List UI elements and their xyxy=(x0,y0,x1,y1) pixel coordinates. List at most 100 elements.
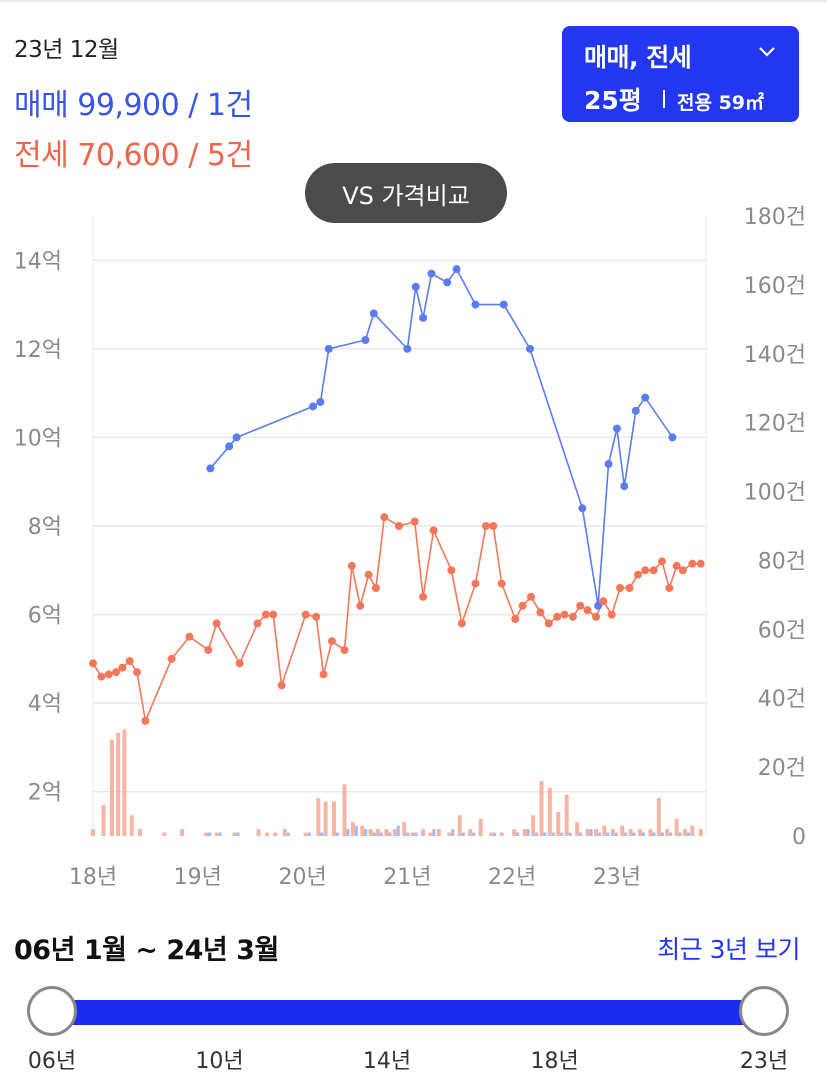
point-jeonse xyxy=(419,592,428,601)
slider-start-handle[interactable] xyxy=(27,986,77,1036)
volume-bar-sale xyxy=(560,832,564,836)
trade-type-label: 매매, 전세 xyxy=(584,43,692,72)
volume-bar-sale xyxy=(669,832,673,836)
y-right-tick: 0 xyxy=(792,825,806,850)
point-jeonse xyxy=(481,522,490,530)
volume-bar-sale xyxy=(388,832,392,836)
point-jeonse xyxy=(576,601,585,610)
point-jeonse xyxy=(633,570,642,579)
volume-bar-sale xyxy=(579,832,583,836)
volume-bar-jeonse xyxy=(468,829,473,836)
volume-bar-sale xyxy=(632,832,636,836)
volume-bar-sale xyxy=(307,832,311,836)
point-sale xyxy=(403,344,412,353)
volume-bar-jeonse xyxy=(129,815,134,836)
volume-bar-sale xyxy=(432,829,436,836)
y-right-tick: 120건 xyxy=(744,412,806,437)
axis-ticks: 2억 4억 6억 8억 10억 12억 14억 0 20건 40건 60건 80건 100건 120건 14… xyxy=(14,205,806,890)
trade-type-selector[interactable]: 매매, 전세 25평 전용 59㎡ xyxy=(562,26,799,122)
volume-bar-jeonse xyxy=(674,818,679,836)
vs-compare-button[interactable]: VS 가격비교 xyxy=(305,163,507,223)
point-sale xyxy=(578,504,587,513)
top-divider xyxy=(0,0,827,2)
price-points xyxy=(89,265,705,725)
y-left-tick: 4억 xyxy=(28,692,62,717)
y-left-tick: 12억 xyxy=(14,338,62,363)
point-jeonse xyxy=(616,584,625,592)
volume-bar-sale xyxy=(472,832,476,836)
volume-bar-sale xyxy=(354,825,358,836)
volume-bar-jeonse xyxy=(138,829,143,836)
y-left-tick: 10억 xyxy=(14,426,62,451)
volume-bar-sale xyxy=(652,832,656,836)
volume-bar-jeonse xyxy=(162,832,167,836)
point-jeonse xyxy=(253,619,262,628)
y-left-tick: 6억 xyxy=(28,604,62,629)
y-right-tick: 40건 xyxy=(758,687,806,712)
point-jeonse xyxy=(89,659,97,668)
point-jeonse xyxy=(591,612,600,621)
point-jeonse xyxy=(447,566,456,575)
point-jeonse xyxy=(277,681,286,690)
recent-3-years-link[interactable]: 최근 3년 보기 xyxy=(657,935,800,964)
volume-bar-sale xyxy=(687,832,691,836)
x-tick: 20년 xyxy=(278,865,326,890)
volume-bar-jeonse xyxy=(637,829,642,836)
point-jeonse xyxy=(261,610,270,619)
volume-bar-sale xyxy=(218,832,222,836)
point-sale xyxy=(620,482,629,491)
point-jeonse xyxy=(568,612,577,621)
point-sale xyxy=(641,393,650,402)
volume-bar-sale xyxy=(208,832,212,836)
volume-bar-jeonse xyxy=(350,822,355,836)
volume-bar-sale xyxy=(551,832,555,836)
volume-bar-jeonse xyxy=(489,832,494,836)
volume-bar-sale xyxy=(461,832,465,836)
volume-bar-jeonse xyxy=(232,832,237,836)
point-sale xyxy=(361,336,370,344)
volume-bar-sale xyxy=(414,832,418,836)
volume-bar-jeonse xyxy=(421,829,426,836)
summary-sale-price: 매매 99,900 / 1건 xyxy=(14,88,253,123)
price-summary: 23년 12월 매매 99,900 / 1건 전세 70,600 / 5건 xyxy=(14,30,253,173)
volume-bar-jeonse xyxy=(698,829,703,836)
point-jeonse xyxy=(696,559,705,568)
volume-bar-jeonse xyxy=(447,832,452,836)
volume-bar-sale xyxy=(678,832,682,836)
point-jeonse xyxy=(269,610,278,619)
period-slider-track[interactable] xyxy=(52,1000,764,1025)
point-jeonse xyxy=(356,601,365,610)
point-sale xyxy=(324,344,333,353)
price-chart: 2억 4억 6억 8억 10억 12억 14억 0 20건 40건 60건 80건 100건 120건 14… xyxy=(14,205,806,890)
point-sale xyxy=(309,402,318,411)
point-jeonse xyxy=(347,561,356,570)
slider-tick-label: 18년 xyxy=(530,1049,579,1074)
volume-bar-sale xyxy=(320,832,324,836)
chevron-down-icon xyxy=(759,47,775,57)
volume-bar-jeonse xyxy=(282,829,287,836)
point-jeonse xyxy=(625,584,634,592)
volume-bar-jeonse xyxy=(683,829,688,836)
y-left-tick: 14억 xyxy=(14,249,62,274)
volume-bar-jeonse xyxy=(499,832,504,836)
volume-bar-jeonse xyxy=(531,815,536,836)
volume-bar-jeonse xyxy=(214,832,219,836)
point-sale xyxy=(631,406,640,415)
y-right-tick: 20건 xyxy=(758,756,806,781)
point-jeonse xyxy=(185,632,194,641)
point-sale xyxy=(206,464,215,473)
summary-date: 23년 12월 xyxy=(14,37,119,63)
volume-bar-sale xyxy=(568,832,572,836)
point-jeonse xyxy=(665,584,674,592)
point-jeonse xyxy=(141,716,150,725)
point-jeonse xyxy=(672,561,681,570)
point-sale xyxy=(369,309,378,318)
point-jeonse xyxy=(518,601,527,610)
volume-bar-sale xyxy=(372,832,376,836)
volume-bar-jeonse xyxy=(690,825,695,836)
y-left-tick: 2억 xyxy=(28,781,62,806)
slider-end-handle[interactable] xyxy=(739,986,789,1036)
point-jeonse xyxy=(394,522,403,530)
volume-bar-sale xyxy=(364,829,368,836)
volume-bar-jeonse xyxy=(539,780,544,836)
